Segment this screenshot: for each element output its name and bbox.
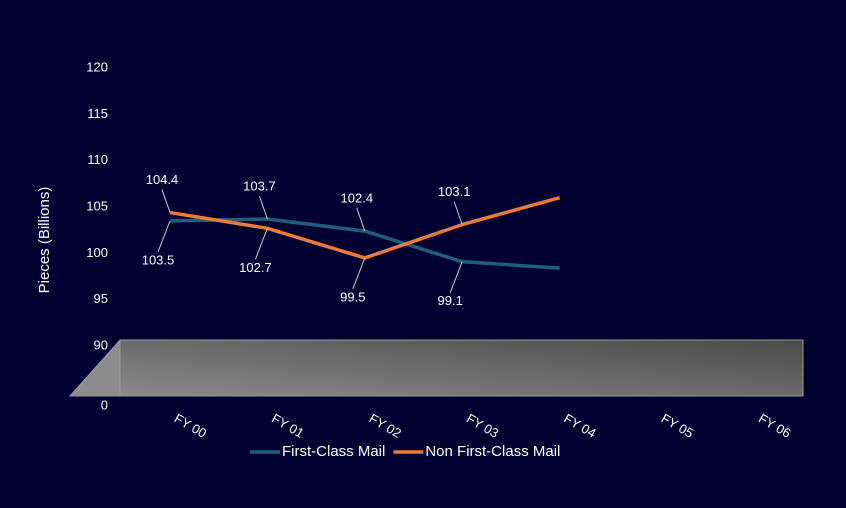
leader-line bbox=[157, 220, 171, 253]
y-tick-label: 105 bbox=[86, 198, 108, 213]
x-tick-label: FY 03 bbox=[464, 411, 501, 441]
floor-side bbox=[68, 338, 121, 397]
y-tick-label: 115 bbox=[87, 106, 108, 121]
x-tick-label: FY 04 bbox=[561, 411, 598, 441]
x-tick-label: FY 05 bbox=[659, 411, 696, 441]
y-axis-label: Pieces (Billions) bbox=[36, 187, 53, 294]
data-label: 102.4 bbox=[341, 191, 374, 206]
y-tick-label: 95 bbox=[94, 291, 108, 306]
series-line bbox=[169, 217, 560, 270]
leader-line bbox=[254, 228, 268, 260]
floor bbox=[119, 339, 804, 397]
leader-line bbox=[161, 189, 171, 213]
leader-line bbox=[258, 195, 268, 220]
series-line bbox=[169, 196, 561, 260]
x-tick-label: FY 01 bbox=[269, 411, 306, 441]
leader-line bbox=[453, 201, 463, 225]
data-label: 103.5 bbox=[142, 252, 175, 267]
leader-line bbox=[356, 207, 366, 232]
data-label: 99.1 bbox=[438, 293, 463, 308]
data-label: 104.4 bbox=[146, 172, 179, 187]
leader-line bbox=[352, 257, 366, 290]
y-tick-label: 100 bbox=[86, 245, 108, 260]
legend-label: Non First-Class Mail bbox=[425, 443, 560, 460]
legend-label: First-Class Mail bbox=[282, 443, 385, 460]
data-label: 103.1 bbox=[438, 184, 471, 199]
y-tick-label: 120 bbox=[86, 59, 108, 74]
leader-line bbox=[449, 261, 463, 293]
y-tick-label: 90 bbox=[94, 337, 108, 352]
data-label: 99.5 bbox=[340, 289, 365, 304]
data-label: 103.7 bbox=[243, 178, 276, 193]
y-tick-label: 110 bbox=[87, 152, 108, 167]
x-tick-label: FY 02 bbox=[367, 411, 404, 441]
y-tick-label: 0 bbox=[101, 397, 108, 412]
data-label: 102.7 bbox=[239, 260, 272, 275]
x-tick-label: FY 06 bbox=[756, 411, 793, 441]
x-tick-label: FY 00 bbox=[172, 411, 209, 441]
